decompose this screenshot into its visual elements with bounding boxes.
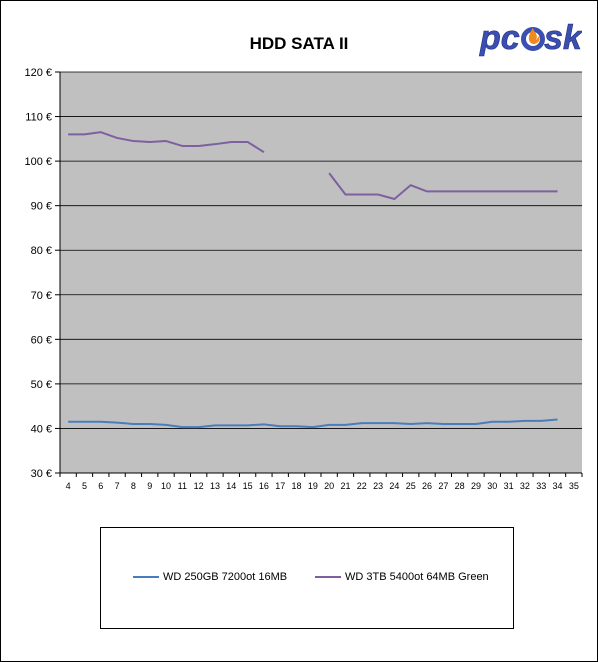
- x-tick-label: 5: [82, 481, 87, 491]
- y-tick-label: 110 €: [25, 112, 52, 124]
- x-tick-label: 18: [292, 481, 302, 491]
- x-tick-label: 19: [308, 481, 318, 491]
- legend-swatch-series-1: [133, 576, 159, 578]
- y-tick-label: 50 €: [31, 379, 52, 391]
- x-tick-label: 29: [471, 481, 481, 491]
- svg-text:sk: sk: [544, 19, 582, 57]
- x-tick-label: 12: [194, 481, 204, 491]
- legend-label-series-1: WD 250GB 7200ot 16MB: [163, 571, 288, 583]
- y-tick-label: 100 €: [24, 156, 52, 168]
- y-tick-label: 120 €: [24, 67, 52, 79]
- x-tick-label: 31: [504, 481, 514, 491]
- x-tick-label: 4: [66, 481, 71, 491]
- y-tick-label: 60 €: [31, 334, 52, 346]
- x-tick-label: 15: [243, 481, 253, 491]
- x-tick-label: 9: [147, 481, 152, 491]
- x-tick-label: 30: [487, 481, 497, 491]
- x-tick-label: 8: [131, 481, 136, 491]
- x-tick-label: 20: [324, 481, 334, 491]
- x-tick-label: 26: [422, 481, 432, 491]
- svg-text:pc: pc: [479, 19, 520, 57]
- legend-swatch-series-2: [315, 576, 341, 578]
- x-tick-label: 34: [553, 481, 563, 491]
- chart-title: HDD SATA II: [249, 34, 349, 53]
- x-tick-label: 33: [536, 481, 546, 491]
- x-tick-label: 14: [226, 481, 236, 491]
- x-tick-label: 22: [357, 481, 367, 491]
- x-tick-label: 10: [161, 481, 171, 491]
- x-tick-label: 27: [438, 481, 448, 491]
- x-tick-label: 32: [520, 481, 530, 491]
- y-tick-label: 80 €: [31, 245, 52, 257]
- x-tick-label: 13: [210, 481, 220, 491]
- x-tick-label: 23: [373, 481, 383, 491]
- y-tick-label: 40 €: [31, 423, 52, 435]
- x-tick-label: 16: [259, 481, 269, 491]
- y-tick-label: 90 €: [31, 201, 52, 213]
- legend-label-series-2: WD 3TB 5400ot 64MB Green: [345, 571, 489, 583]
- x-tick-label: 17: [275, 481, 285, 491]
- legend-item-series-2: WD 3TB 5400ot 64MB Green: [315, 571, 489, 583]
- plot-area: [60, 72, 582, 473]
- x-tick-label: 28: [455, 481, 465, 491]
- x-tick-label: 6: [98, 481, 103, 491]
- chart-legend: WD 250GB 7200ot 16MB WD 3TB 5400ot 64MB …: [100, 527, 514, 629]
- x-tick-label: 35: [569, 481, 579, 491]
- x-tick-label: 11: [178, 481, 187, 491]
- x-tick-label: 7: [115, 481, 120, 491]
- x-tick-label: 25: [406, 481, 416, 491]
- legend-item-series-1: WD 250GB 7200ot 16MB: [133, 571, 287, 583]
- y-tick-label: 70 €: [31, 290, 52, 302]
- x-tick-label: 21: [340, 481, 350, 491]
- y-tick-label: 30 €: [31, 468, 52, 480]
- x-tick-label: 24: [389, 481, 399, 491]
- brand-logo: pc sk: [479, 19, 582, 58]
